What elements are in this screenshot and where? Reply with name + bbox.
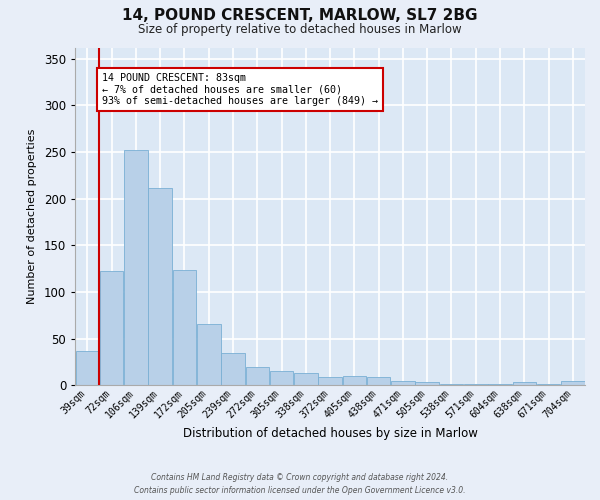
Bar: [537, 384, 560, 386]
Text: 14, POUND CRESCENT, MARLOW, SL7 2BG: 14, POUND CRESCENT, MARLOW, SL7 2BG: [122, 8, 478, 22]
Bar: [173, 270, 196, 386]
Bar: [76, 351, 99, 386]
Bar: [294, 373, 317, 386]
Bar: [270, 372, 293, 386]
Text: Size of property relative to detached houses in Marlow: Size of property relative to detached ho…: [138, 22, 462, 36]
Text: 14 POUND CRESCENT: 83sqm
← 7% of detached houses are smaller (60)
93% of semi-de: 14 POUND CRESCENT: 83sqm ← 7% of detache…: [103, 72, 379, 106]
Bar: [415, 382, 439, 386]
Bar: [464, 384, 488, 386]
Bar: [148, 188, 172, 386]
Bar: [561, 380, 584, 386]
Bar: [245, 366, 269, 386]
Y-axis label: Number of detached properties: Number of detached properties: [27, 128, 37, 304]
Bar: [367, 377, 391, 386]
Bar: [512, 382, 536, 386]
Bar: [124, 150, 148, 386]
Bar: [391, 380, 415, 386]
Bar: [100, 270, 124, 386]
Bar: [319, 377, 342, 386]
Bar: [440, 384, 463, 386]
Bar: [343, 376, 366, 386]
Bar: [221, 352, 245, 386]
Bar: [197, 324, 221, 386]
Bar: [488, 384, 512, 386]
X-axis label: Distribution of detached houses by size in Marlow: Distribution of detached houses by size …: [182, 427, 478, 440]
Text: Contains HM Land Registry data © Crown copyright and database right 2024.
Contai: Contains HM Land Registry data © Crown c…: [134, 474, 466, 495]
